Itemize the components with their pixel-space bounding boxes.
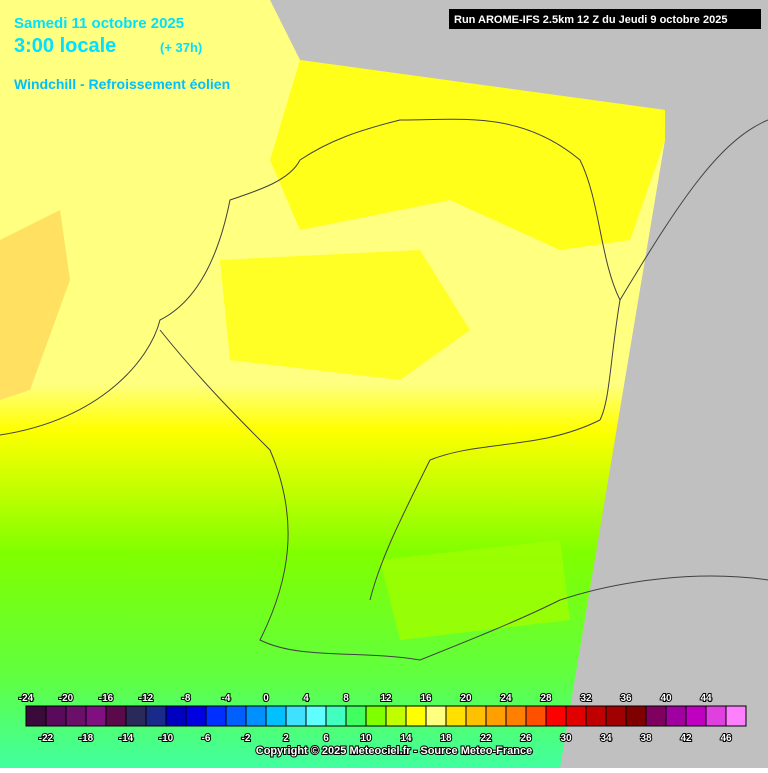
copyright: Copyright © 2025 Meteociel.fr - Source M…: [256, 745, 532, 757]
legend-label: 30: [560, 733, 572, 744]
legend-swatch: [145, 705, 167, 727]
legend-label: 0: [263, 693, 269, 704]
legend-swatch: [465, 705, 487, 727]
legend-label: -10: [159, 733, 174, 744]
product-title: Windchill - Refroissement éolien: [14, 76, 230, 92]
border-line: [159, 329, 561, 661]
legend-swatch: [265, 705, 287, 727]
run-info: Run AROME-IFS 2.5km 12 Z du Jeudi 9 octo…: [454, 14, 727, 26]
border-line: [619, 119, 768, 301]
legend-swatch: [625, 705, 647, 727]
legend-label: 28: [540, 693, 552, 704]
legend-swatch: [245, 705, 267, 727]
legend-label: 24: [500, 693, 512, 704]
legend-swatch: [485, 705, 507, 727]
legend-label: -12: [139, 693, 154, 704]
legend-swatch: [305, 705, 327, 727]
legend-swatch: [645, 705, 667, 727]
legend-label: 40: [660, 693, 672, 704]
legend-label: 10: [360, 733, 372, 744]
legend-swatch: [665, 705, 687, 727]
legend-label: -24: [19, 693, 34, 704]
legend-label: 22: [480, 733, 492, 744]
legend-swatch: [345, 705, 367, 727]
legend-label: 20: [460, 693, 472, 704]
legend-swatch: [585, 705, 607, 727]
legend-label: 4: [303, 693, 309, 704]
field-area: [270, 60, 665, 250]
legend-label: 6: [323, 733, 329, 744]
legend-swatch: [325, 705, 347, 727]
border-line: [369, 419, 601, 601]
borders: [0, 118, 768, 661]
legend: -24-22-20-18-16-14-12-10-8-6-4-202468101…: [18, 692, 747, 745]
legend-swatch: [505, 705, 527, 727]
legend-swatch: [685, 705, 707, 727]
legend-swatch: [565, 705, 587, 727]
legend-label: 32: [580, 693, 592, 704]
legend-label: -14: [119, 733, 134, 744]
legend-swatch: [25, 705, 47, 727]
legend-label: 46: [720, 733, 732, 744]
legend-swatch: [365, 705, 387, 727]
legend-label: 12: [380, 693, 392, 704]
legend-swatch: [65, 705, 87, 727]
run-box: [449, 9, 761, 29]
legend-label: 14: [400, 733, 412, 744]
legend-swatch: [525, 705, 547, 727]
legend-label: 2: [283, 733, 289, 744]
field-area: [220, 250, 470, 380]
field-area: [380, 540, 570, 640]
legend-swatch: [185, 705, 207, 727]
legend-swatch: [285, 705, 307, 727]
legend-label: -16: [99, 693, 114, 704]
legend-swatch: [425, 705, 447, 727]
border-line: [0, 118, 621, 436]
legend-swatch: [605, 705, 627, 727]
legend-swatch: [165, 705, 187, 727]
legend-swatch: [705, 705, 727, 727]
legend-swatch: [205, 705, 227, 727]
legend-label: 36: [620, 693, 632, 704]
border-line: [559, 575, 768, 601]
date: Samedi 11 octobre 2025: [14, 15, 184, 32]
legend-label: -2: [242, 733, 251, 744]
legend-label: 18: [440, 733, 452, 744]
legend-swatch: [225, 705, 247, 727]
legend-label: 8: [343, 693, 349, 704]
legend-label: 38: [640, 733, 652, 744]
legend-label: -4: [222, 693, 231, 704]
time: 3:00 locale: [14, 35, 116, 57]
legend-swatch: [545, 705, 567, 727]
legend-label: -6: [202, 733, 211, 744]
legend-swatch: [445, 705, 467, 727]
field-area: [0, 210, 70, 400]
legend-swatch: [405, 705, 427, 727]
legend-swatch: [105, 705, 127, 727]
legend-label: 26: [520, 733, 532, 744]
legend-label: 16: [420, 693, 432, 704]
legend-label: -20: [59, 693, 74, 704]
legend-label: -18: [79, 733, 94, 744]
legend-label: 34: [600, 733, 612, 744]
legend-label: -8: [182, 693, 191, 704]
legend-swatch: [125, 705, 147, 727]
lead-time: (+ 37h): [160, 40, 202, 55]
legend-label: 42: [680, 733, 692, 744]
legend-swatch: [385, 705, 407, 727]
legend-label: 44: [700, 693, 712, 704]
legend-swatch: [725, 705, 747, 727]
legend-label: -22: [39, 733, 54, 744]
legend-swatch: [85, 705, 107, 727]
legend-swatch: [45, 705, 67, 727]
